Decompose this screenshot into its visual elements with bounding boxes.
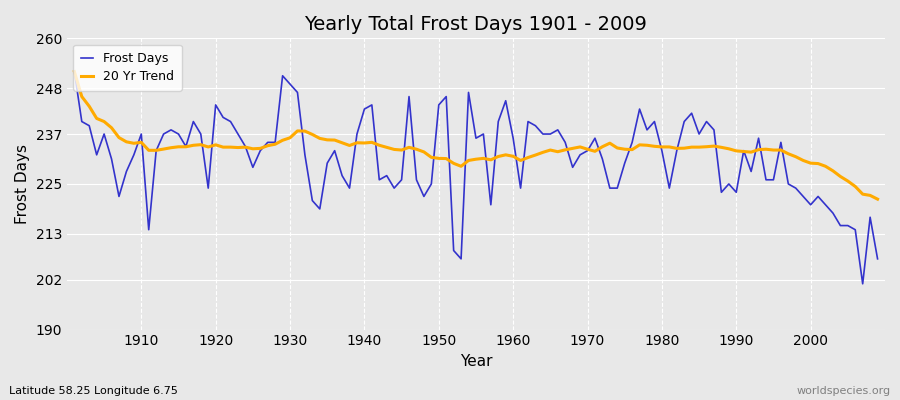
20 Yr Trend	[292, 128, 303, 133]
Frost Days	[500, 98, 511, 103]
Frost Days	[129, 152, 140, 157]
Legend: Frost Days, 20 Yr Trend: Frost Days, 20 Yr Trend	[73, 44, 182, 90]
20 Yr Trend	[500, 152, 511, 157]
20 Yr Trend	[337, 140, 347, 145]
20 Yr Trend	[872, 197, 883, 202]
X-axis label: Year: Year	[460, 354, 492, 369]
Frost Days	[858, 282, 868, 286]
Text: worldspecies.org: worldspecies.org	[796, 386, 891, 396]
20 Yr Trend	[69, 69, 80, 74]
20 Yr Trend	[508, 154, 518, 159]
Frost Days	[508, 136, 518, 140]
Frost Days	[597, 156, 608, 161]
Line: Frost Days: Frost Days	[75, 72, 878, 284]
Frost Days	[337, 173, 347, 178]
Text: Latitude 58.25 Longitude 6.75: Latitude 58.25 Longitude 6.75	[9, 386, 178, 396]
20 Yr Trend	[597, 144, 608, 149]
Line: 20 Yr Trend: 20 Yr Trend	[75, 72, 878, 199]
Frost Days	[292, 90, 303, 95]
Frost Days	[872, 256, 883, 261]
Frost Days	[69, 69, 80, 74]
20 Yr Trend	[129, 141, 140, 146]
Title: Yearly Total Frost Days 1901 - 2009: Yearly Total Frost Days 1901 - 2009	[304, 15, 647, 34]
Y-axis label: Frost Days: Frost Days	[15, 144, 30, 224]
